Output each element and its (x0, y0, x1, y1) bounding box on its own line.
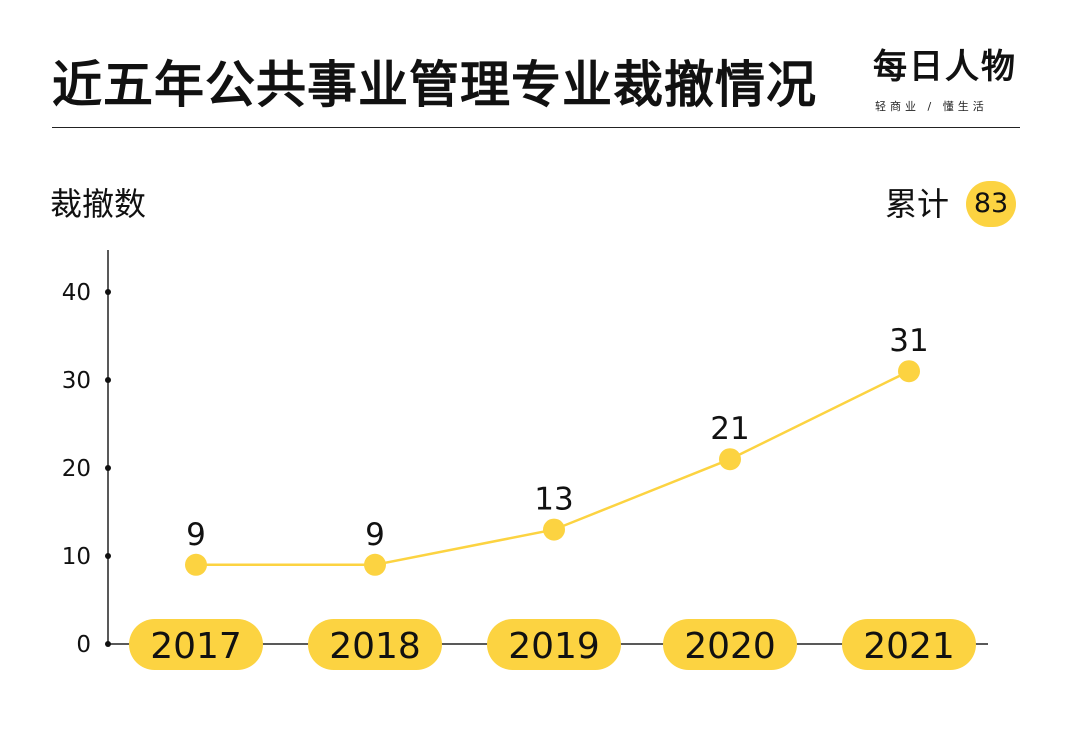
chart-title: 近五年公共事业管理专业裁撤情况 (52, 56, 817, 114)
brand-logo-tagline: 轻商业 / 懂生活 (875, 100, 988, 113)
data-point (364, 553, 386, 576)
y-axis-label: 裁撤数 (50, 185, 147, 223)
brand-logo: 每日人物 轻商业 / 懂生活 (873, 46, 1019, 118)
data-point (185, 553, 207, 576)
y-tick-label: 0 (76, 632, 91, 658)
x-category-pill (663, 619, 797, 670)
x-tick-label: 2019 (508, 626, 600, 667)
data-point (898, 360, 920, 383)
y-tick-mark (105, 377, 111, 383)
brand-logo-wordmark: 每日人物 (873, 47, 1017, 87)
data-label: 31 (889, 323, 928, 359)
y-tick-label: 40 (62, 280, 91, 306)
header-divider (52, 127, 1020, 128)
x-tick-label: 2020 (684, 626, 776, 667)
y-tick-mark (105, 289, 111, 295)
x-category-pill (842, 619, 976, 670)
x-tick-label: 2018 (329, 626, 421, 667)
data-label: 13 (534, 482, 573, 518)
x-category-pill (487, 619, 621, 670)
y-tick-label: 20 (62, 456, 91, 482)
data-label: 9 (365, 517, 385, 553)
total-value-badge: 83 (966, 181, 1016, 227)
data-point (543, 518, 565, 541)
y-tick-label: 10 (62, 544, 91, 570)
x-category-pill (129, 619, 263, 670)
y-tick-label: 30 (62, 368, 91, 394)
data-label: 21 (710, 411, 749, 447)
data-point (719, 448, 741, 471)
x-tick-label: 2021 (863, 626, 955, 667)
x-category-pill (308, 619, 442, 670)
data-label: 9 (186, 517, 206, 553)
y-tick-mark (105, 553, 111, 559)
y-tick-mark (105, 641, 111, 647)
total-label: 累计 (885, 185, 950, 223)
x-tick-label: 2017 (150, 626, 242, 667)
y-tick-mark (105, 465, 111, 471)
